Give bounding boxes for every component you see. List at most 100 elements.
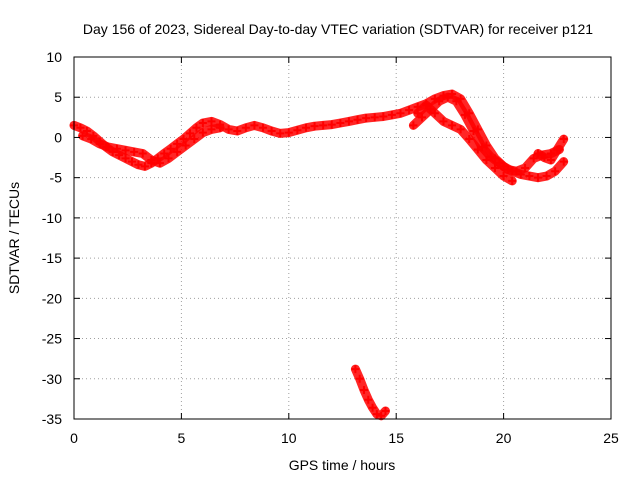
data-point-track-d — [448, 121, 457, 130]
data-point-track-c — [469, 127, 478, 136]
data-point-track-e — [540, 153, 549, 162]
data-point-track-a — [276, 129, 285, 138]
y-tick-label: -20 — [42, 290, 62, 306]
data-point-track-a — [127, 157, 136, 166]
y-tick-label: 0 — [54, 129, 62, 145]
data-point-track-a — [293, 126, 302, 135]
data-point-track-a — [405, 106, 414, 115]
x-tick-label: 5 — [178, 430, 186, 446]
x-axis-label: GPS time / hours — [289, 457, 396, 473]
y-tick-label: -35 — [42, 411, 62, 427]
data-point-track-a — [198, 118, 207, 127]
plot-frame — [73, 56, 612, 420]
data-point-track-a — [533, 173, 542, 182]
axis-ticks: 0 5 10 15 20 25 10 5 0 -5 -10 -15 -20 -25 -30 -35 — [42, 49, 619, 446]
data-point-track-a — [233, 127, 242, 136]
x-tick-label: 0 — [70, 430, 78, 446]
data-point-track-d — [473, 145, 482, 154]
data-series — [69, 89, 569, 421]
grid — [74, 57, 611, 419]
data-point-track-a — [336, 118, 345, 127]
data-point-track-c — [521, 164, 530, 173]
data-point-track-a — [310, 122, 319, 131]
data-point-track-a — [327, 120, 336, 129]
data-point-track-a — [241, 123, 250, 132]
data-point-track-a — [134, 160, 143, 169]
data-point-track-d — [465, 135, 474, 144]
data-point-track-a — [250, 121, 259, 130]
data-point-track-d — [439, 117, 448, 126]
x-tick-label: 25 — [603, 430, 619, 446]
data-point-track-c — [452, 97, 461, 106]
data-point-track-a — [379, 112, 388, 121]
data-point-track-c — [512, 167, 521, 176]
x-tick-label: 20 — [496, 430, 512, 446]
y-axis-label: SDTVAR / TECUs — [6, 182, 22, 294]
series-band-track-d — [413, 100, 517, 186]
data-point-track-b — [104, 143, 113, 152]
data-point-track-f — [351, 365, 360, 374]
x-tick-label: 10 — [281, 430, 297, 446]
data-point-track-b — [112, 144, 121, 153]
data-point-track-a — [259, 123, 268, 132]
data-point-track-b — [95, 139, 104, 148]
data-point-track-a — [344, 117, 353, 126]
data-point-track-f — [381, 406, 390, 415]
data-point-track-a — [370, 113, 379, 122]
data-point-track-a — [284, 128, 293, 137]
data-point-track-d — [508, 176, 517, 185]
chart-title: Day 156 of 2023, Sidereal Day-to-day VTE… — [83, 21, 593, 37]
data-point-track-c — [435, 97, 444, 106]
y-tick-label: 5 — [54, 89, 62, 105]
data-point-track-a — [207, 117, 216, 126]
data-point-track-a — [121, 154, 130, 163]
data-point-track-d — [491, 164, 500, 173]
data-point-track-a — [353, 115, 362, 124]
data-point-track-f — [372, 410, 381, 419]
x-tick-label: 15 — [388, 430, 404, 446]
data-point-track-a — [362, 114, 371, 123]
data-point-track-a — [525, 172, 534, 181]
y-tick-label: 10 — [46, 49, 62, 65]
data-point-track-f — [355, 374, 364, 383]
data-point-track-c — [443, 93, 452, 102]
data-point-track-a — [185, 129, 194, 138]
data-point-track-f — [364, 395, 373, 404]
data-point-track-c — [460, 110, 469, 119]
data-point-track-b — [138, 149, 147, 158]
data-point-track-c — [409, 121, 418, 130]
data-point-track-b — [121, 146, 130, 155]
data-point-track-b — [190, 135, 199, 144]
data-point-track-b — [207, 125, 216, 134]
data-point-track-b — [164, 154, 173, 163]
data-point-track-d — [499, 172, 508, 181]
data-point-track-c — [529, 154, 538, 163]
data-point-track-a — [387, 110, 396, 119]
data-point-track-a — [140, 162, 149, 171]
data-point-track-b — [216, 123, 225, 132]
data-point-track-a — [396, 109, 405, 118]
data-point-track-b — [87, 135, 96, 144]
data-point-track-f — [359, 386, 368, 395]
data-point-track-d — [482, 155, 491, 164]
data-point-track-a — [192, 123, 201, 132]
data-point-track-e — [559, 135, 568, 144]
data-point-track-b — [198, 128, 207, 137]
data-point-track-d — [456, 125, 465, 134]
y-tick-label: -10 — [42, 210, 62, 226]
y-tick-label: -30 — [42, 371, 62, 387]
data-point-track-a — [319, 121, 328, 130]
data-point-track-b — [173, 147, 182, 156]
data-point-track-a — [76, 123, 85, 132]
data-point-track-a — [301, 123, 310, 132]
data-point-track-d — [430, 109, 439, 118]
data-point-track-f — [368, 403, 377, 412]
y-tick-label: -25 — [42, 331, 62, 347]
data-point-track-d — [413, 109, 422, 118]
data-point-track-b — [78, 131, 87, 140]
data-point-track-b — [155, 159, 164, 168]
data-point-track-b — [147, 155, 156, 164]
data-point-track-c — [495, 159, 504, 168]
data-point-track-d — [422, 101, 431, 110]
